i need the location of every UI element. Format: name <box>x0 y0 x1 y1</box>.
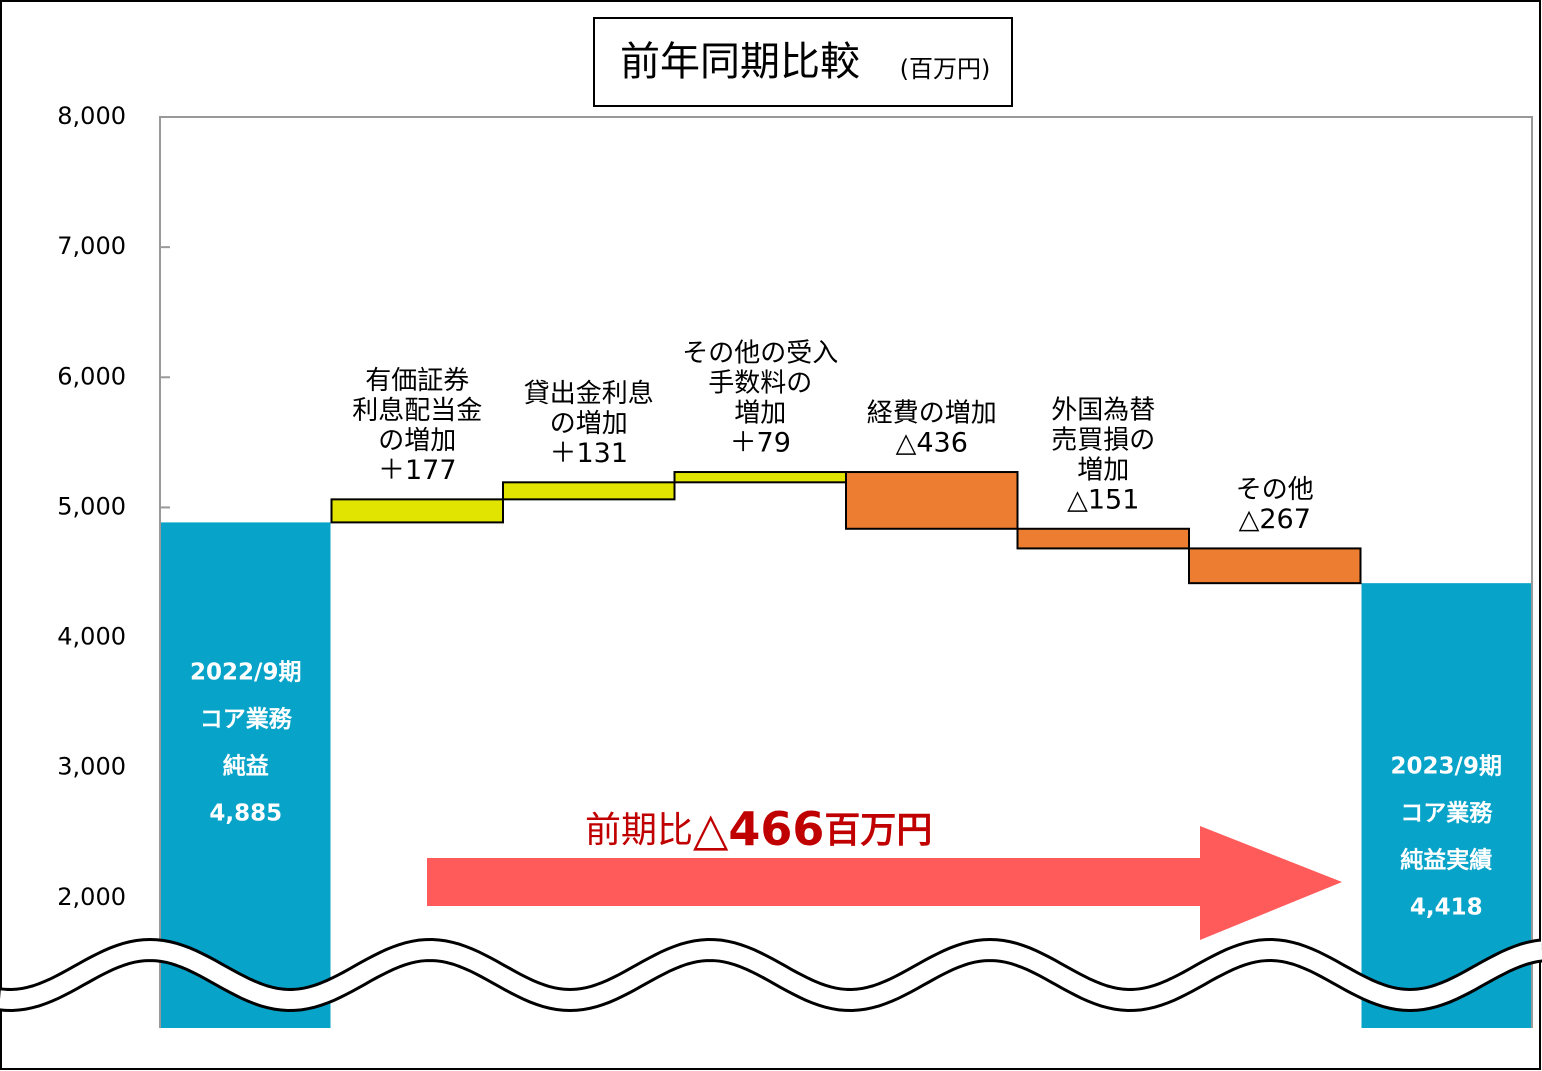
delta-bar <box>1016 527 1190 550</box>
category-label: その他 <box>1236 475 1314 505</box>
y-tick-label: 5,000 <box>57 492 126 520</box>
y-tick-label: 7,000 <box>57 232 126 260</box>
plot: 2,000 3,000 4,000 5,000 6,000 7,000 8,000 2022/… <box>0 102 1542 1028</box>
bar-label: 純益実績 <box>1400 847 1492 874</box>
total-bar <box>161 522 331 1028</box>
bar-label: 2023/9期 <box>1391 754 1502 780</box>
value-label: △151 <box>1067 484 1139 515</box>
y-tick-label: 2,000 <box>57 883 126 911</box>
annotation-part: 百万円 <box>824 810 932 851</box>
value-label: ＋79 <box>730 428 791 459</box>
category-label: 手数料の <box>708 369 812 399</box>
annotation: 前期比△466百万円 <box>585 802 932 856</box>
category-label: 貸出金利息 <box>524 379 654 409</box>
plot-border <box>159 116 1533 1028</box>
value-label: 4,885 <box>209 801 282 827</box>
category-label: 増加 <box>734 399 786 429</box>
category-label: の増加 <box>550 409 628 439</box>
category-label: 売買損の <box>1051 425 1155 455</box>
value-label: ＋131 <box>549 438 628 469</box>
category-label: その他の受入 <box>682 339 838 369</box>
bar-label: 純益 <box>223 753 269 780</box>
category-label: 経費の増加 <box>867 399 997 429</box>
bar-label: 2022/9期 <box>190 660 301 686</box>
y-tick-label: 3,000 <box>57 753 126 781</box>
value-label: ＋177 <box>378 455 457 486</box>
category-label: 外国為替 <box>1051 395 1155 425</box>
annotation-part: △466 <box>693 802 824 856</box>
delta-bar <box>673 471 847 484</box>
break-fill <box>0 940 1542 1010</box>
title-box <box>593 17 1013 107</box>
delta-bar <box>845 471 1019 530</box>
category-label: 有価証券 <box>365 366 469 396</box>
value-label: 4,418 <box>1410 895 1483 921</box>
value-label: △436 <box>896 428 968 459</box>
unit-label: (百万円) <box>900 55 991 83</box>
annotation-part: 前期比 <box>585 810 693 851</box>
bar-label: コア業務 <box>200 706 293 733</box>
y-tick-label: 4,000 <box>57 623 126 651</box>
category-label: の増加 <box>378 426 456 456</box>
category-label: 利息配当金 <box>352 396 482 426</box>
bar-label: コア業務 <box>1400 800 1493 827</box>
delta-bar <box>330 498 504 524</box>
category-label: 増加 <box>1077 455 1129 485</box>
chart-title: 前年同期比較 <box>620 39 860 85</box>
y-tick-label: 6,000 <box>57 362 126 390</box>
delta-bar <box>1188 547 1362 585</box>
delta-bar <box>502 481 676 501</box>
y-tick-label: 8,000 <box>57 102 126 130</box>
value-label: △267 <box>1239 504 1311 535</box>
arrow <box>427 826 1342 940</box>
